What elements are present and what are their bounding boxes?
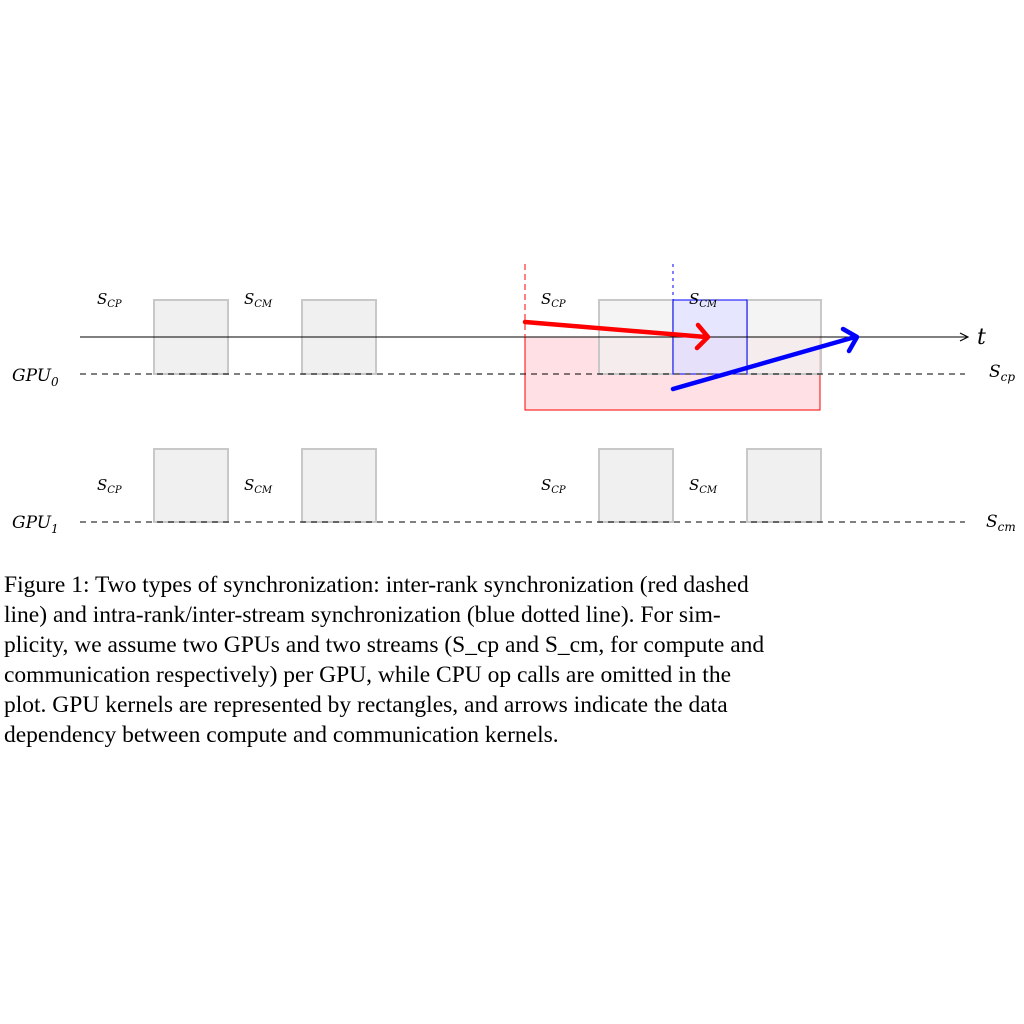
caption-line: communication respectively) per GPU, whi… [4, 662, 732, 688]
gpu0-kernel-label-2: SCM [244, 290, 273, 310]
gpu1-kernel-2 [301, 448, 377, 523]
caption-line: plicity, we assume two GPUs and two stre… [4, 632, 765, 658]
blue-dependency-arrow [670, 326, 860, 392]
caption-line: Figure 1: Two types of synchronization: … [4, 572, 749, 598]
gpu1-kernel-label-2: SCM [244, 476, 273, 496]
caption-line: plot. GPU kernels are represented by rec… [4, 692, 728, 718]
gpu1-kernel-1 [153, 448, 229, 523]
figure-caption: Figure 1: Two types of synchronization: … [4, 570, 906, 750]
gpu1-kernel-label-1: SCP [97, 476, 122, 496]
gpu0-kernel-label-4: SCM [689, 290, 718, 310]
caption-line: line) and intra-rank/inter-stream synchr… [4, 602, 721, 628]
gpu0-kernel-label-1: SCP [97, 290, 122, 310]
gpu1-kernel-label-4: SCM [689, 476, 718, 496]
time-axis-label: t [977, 325, 986, 350]
gpu1-label: GPU1 [12, 513, 59, 536]
gpu0-label: GPU0 [12, 366, 59, 389]
gpu1-kernel-label-3: SCP [541, 476, 566, 496]
gpu1-kernel-4 [746, 448, 822, 523]
synchronization-diagram: t GPU0 GPU1 Scp Scm SCP SCM SCP SCM SCP … [12, 264, 1016, 536]
red-dependency-arrow [522, 319, 711, 351]
caption-line: dependency between compute and communica… [4, 722, 559, 748]
stream-label-scm: Scm [986, 512, 1016, 534]
gpu1-kernel-3 [598, 448, 674, 523]
stream-label-scp: Scp [989, 362, 1015, 384]
gpu0-kernel-label-3: SCP [541, 290, 566, 310]
